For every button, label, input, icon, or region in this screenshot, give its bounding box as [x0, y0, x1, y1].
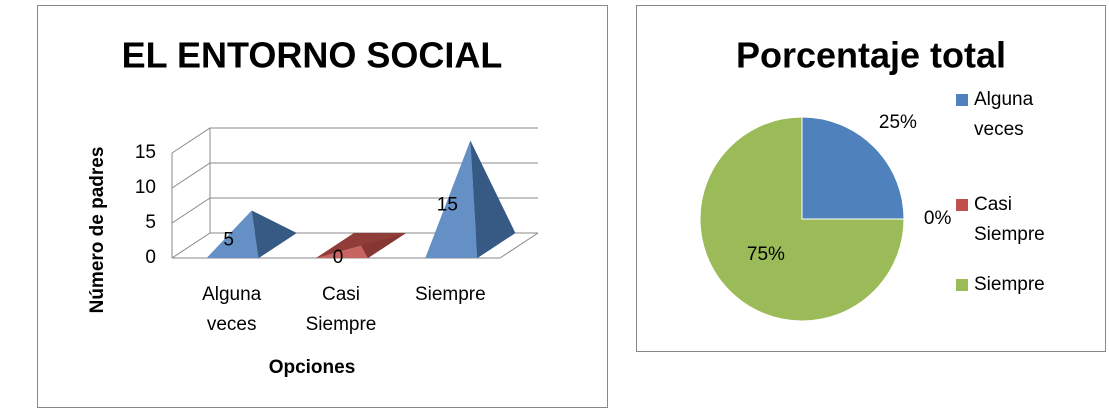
x-tick-label: Casi Siempre — [305, 284, 377, 335]
pyramid — [206, 210, 297, 258]
floor-side — [499, 232, 539, 259]
pyramid-face — [251, 210, 297, 258]
data-label: 5 — [223, 230, 234, 251]
pyramid-face — [361, 233, 406, 258]
chart-title: EL ENTORNO SOCIAL — [122, 35, 503, 76]
pyramid — [316, 233, 406, 258]
legend-swatch — [956, 199, 968, 211]
grid-line — [171, 127, 538, 154]
y-axis-label: Número de padres — [87, 147, 108, 314]
pyramid-face — [425, 140, 478, 258]
pie-slice — [699, 116, 905, 322]
chart-title: Porcentaje total — [736, 35, 1006, 76]
pyramid-face — [206, 210, 259, 258]
x-tick-label: Alguna veces — [202, 284, 262, 335]
pyramid-face — [361, 233, 406, 258]
grid-line — [171, 232, 538, 259]
data-label: 25% — [879, 112, 917, 133]
pyramid-face — [206, 210, 259, 258]
pyramid-face — [470, 140, 516, 258]
pie-slice — [801, 116, 905, 220]
data-label: 75% — [747, 244, 785, 265]
y-tick-label: 15 — [135, 142, 156, 163]
grid-line — [171, 197, 538, 224]
pyramid — [425, 140, 516, 258]
legend-swatch — [956, 94, 968, 106]
y-tick-label: 0 — [145, 247, 156, 268]
data-label: 0 — [333, 247, 344, 268]
legend-swatch — [956, 279, 968, 291]
y-tick-label: 10 — [135, 177, 156, 198]
x-tick-label: Siempre — [414, 284, 486, 305]
pyramid-face — [316, 245, 368, 258]
pyramid-face — [251, 210, 297, 258]
legend-label: Alguna veces — [974, 89, 1034, 140]
data-label: 15 — [437, 195, 458, 216]
grid-line — [171, 162, 538, 189]
legend-label: Casi Siempre — [974, 194, 1045, 245]
pyramid-face — [316, 245, 368, 258]
legend-label: Siempre — [974, 274, 1045, 295]
x-axis-label: Opciones — [269, 357, 356, 378]
data-label: 0% — [924, 208, 952, 229]
pyramid-face — [425, 140, 478, 258]
y-tick-label: 5 — [145, 212, 156, 233]
chart-frame — [37, 5, 608, 408]
pyramid-face — [470, 140, 516, 258]
